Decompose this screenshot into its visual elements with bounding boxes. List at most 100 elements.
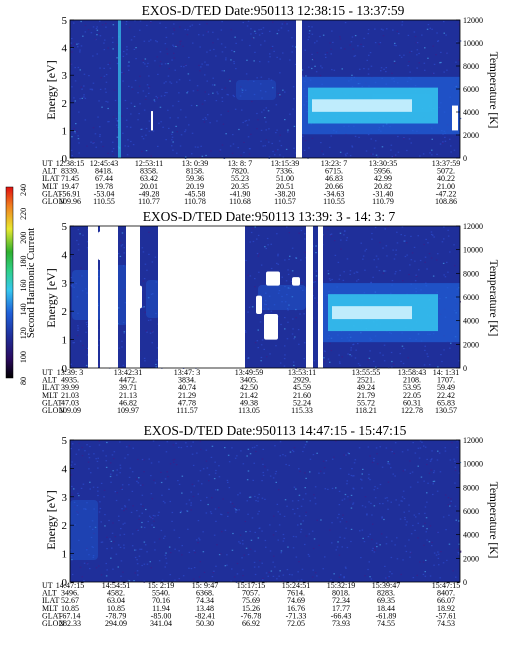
heatmap-pixel [139,103,141,105]
table-row-label: GLAT [42,189,63,198]
heatmap-pixel [130,511,133,513]
heatmap-pixel [291,270,294,272]
heatmap-pixel [231,549,234,551]
heatmap-pixel [211,445,214,447]
heatmap-pixel [94,526,97,528]
heatmap-pixel [284,345,286,347]
heatmap-pixel [261,480,263,482]
heatmap-pixel [433,470,436,472]
heatmap-pixel [318,544,320,546]
heatmap-pixel [426,501,428,503]
heatmap-pixel [459,117,462,120]
heatmap-pixel [126,49,128,51]
table-cell: 17.77 [332,604,350,613]
table-cell: 110.55 [93,197,115,206]
heatmap-pixel [172,105,174,107]
heatmap-pixel [269,524,271,526]
heatmap-pixel [280,552,282,554]
heatmap-pixel [329,342,331,345]
heatmap-pixel [373,489,375,491]
heatmap-pixel [188,567,190,569]
heatmap-pixel [126,107,128,109]
heatmap-pixel [447,235,450,237]
heatmap-pixel [424,446,427,448]
heatmap-pixel [266,305,268,307]
heatmap-pixel [90,32,93,34]
heatmap-pixel [385,543,388,545]
heatmap-pixel [368,357,371,359]
heatmap-pixel [376,463,379,465]
heatmap-pixel [231,447,233,449]
heatmap-pixel [404,516,406,519]
heatmap-pixel [98,100,100,102]
heatmap-pixel [358,447,361,449]
heatmap-pixel [282,454,284,456]
heatmap-pixel [261,530,263,532]
heatmap-pixel [199,470,202,472]
heatmap-pixel [292,535,295,538]
heatmap-pixel [273,515,275,517]
heatmap-pixel [322,34,325,36]
heatmap-pixel [406,254,408,256]
heatmap-pixel [361,473,363,475]
heatmap-pixel [92,555,95,557]
heatmap-pixel [449,138,451,140]
heatmap-pixel [354,55,357,57]
heatmap-pixel [257,513,259,515]
heatmap-pixel [383,68,385,70]
heatmap-pixel [232,94,235,96]
heatmap-pixel [104,525,106,527]
heatmap-pixel [91,546,93,548]
heatmap-pixel [155,95,157,98]
heatmap-pixel [357,343,359,345]
heatmap-pixel [282,52,284,54]
heatmap-pixel [181,545,183,547]
table-cell: 52.67 [61,596,79,605]
heatmap-pixel [314,65,316,67]
heatmap-pixel [297,500,300,502]
heatmap-pixel [413,514,416,516]
heatmap-pixel [155,312,157,315]
heatmap-pixel [423,62,426,64]
heatmap-pixel [111,37,114,39]
heatmap-pixel [154,482,157,484]
heatmap-pixel [424,506,427,508]
heatmap-pixel [419,155,421,157]
table-cell: 13:47: 3 [174,368,200,377]
heatmap-pixel [141,494,144,496]
heatmap-pixel [192,441,194,443]
heatmap-pixel [394,154,397,156]
heatmap-pixel [273,50,275,52]
heatmap-pixel [142,90,145,92]
heatmap-pixel [422,561,425,563]
heatmap-pixel [199,46,201,48]
heatmap-pixel [134,556,137,559]
heatmap-pixel [116,62,119,65]
data-gap [264,314,278,340]
heatmap-pixel [187,29,189,31]
heatmap-pixel [122,571,124,573]
heatmap-pixel [112,470,114,472]
heatmap-pixel [242,463,245,465]
heatmap-pixel [302,289,304,291]
heatmap-pixel [282,574,285,576]
heatmap-pixel [277,29,280,31]
heatmap-pixel [260,344,263,346]
heatmap-pixel [298,343,300,345]
heatmap-pixel [375,447,378,449]
heatmap-pixel [243,554,246,556]
heatmap-pixel [255,500,257,502]
heatmap-pixel [143,541,146,543]
heatmap-pixel [191,483,194,485]
heatmap-pixel [429,364,431,366]
heatmap-pixel [294,336,296,338]
heatmap-pixel [409,556,411,558]
heatmap-pixel [138,518,140,520]
heatmap-pixel [83,96,85,98]
heatmap-pixel [339,468,342,470]
heatmap-pixel [256,340,259,342]
heatmap-pixel [143,278,146,280]
heatmap-pixel [401,21,404,23]
heatmap-pixel [256,112,258,115]
heatmap-pixel [263,348,265,350]
